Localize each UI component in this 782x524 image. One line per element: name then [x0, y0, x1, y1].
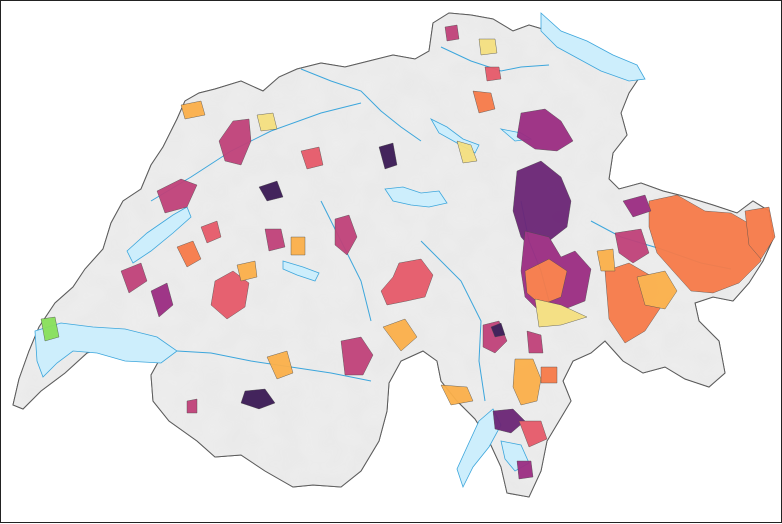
lake-constance	[540, 12, 646, 82]
choropleth-regions	[40, 24, 776, 480]
lake-thun	[282, 260, 320, 282]
lake-geneva	[34, 322, 178, 378]
lake-lucerne	[384, 186, 448, 208]
lake-neuchatel	[126, 206, 192, 264]
lakes	[34, 12, 646, 489]
